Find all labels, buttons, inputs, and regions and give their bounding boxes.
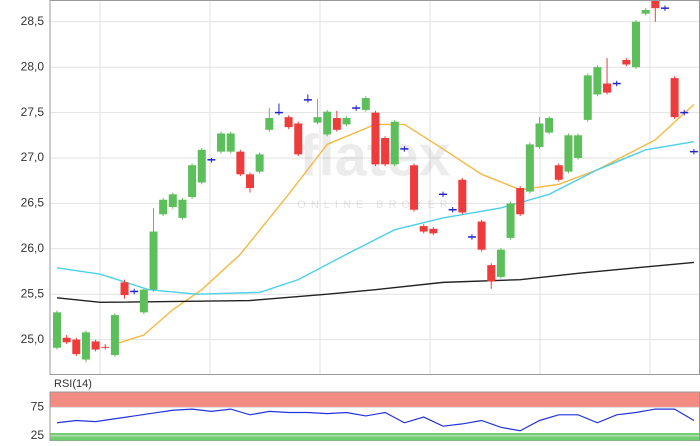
candle-body	[535, 123, 544, 148]
y-tick-label: 28,0	[21, 59, 45, 73]
candle-body	[265, 118, 274, 130]
candle-body	[574, 135, 583, 158]
candle-body	[564, 135, 573, 172]
candle-body	[81, 332, 90, 360]
candle-body	[622, 59, 631, 65]
y-tick-label: 26,5	[21, 196, 45, 210]
candle-body	[139, 289, 148, 313]
candle-body	[294, 123, 303, 155]
y-tick-label: 26,0	[21, 241, 45, 255]
candle-body	[62, 337, 71, 343]
candle-body	[284, 117, 293, 128]
y-tick-label: 28,5	[21, 14, 45, 28]
candle-body	[381, 138, 390, 165]
candle-body	[410, 165, 419, 210]
candle-body	[159, 199, 168, 215]
y-tick-label: 27,0	[21, 150, 45, 164]
watermark-sub: ONLINE BROKER	[297, 199, 452, 211]
y-tick-label: 25	[31, 428, 45, 441]
candle-body	[525, 144, 534, 192]
moving-average	[56, 140, 695, 295]
candle-body	[236, 151, 245, 175]
candle-body	[583, 75, 592, 120]
candle-body	[496, 249, 505, 277]
candle-body	[487, 265, 496, 282]
candle-body	[554, 165, 563, 180]
y-tick-label: 25,0	[21, 332, 45, 346]
candle-body	[53, 312, 61, 348]
candle-body	[255, 154, 264, 172]
panel-title: RSI(14)	[54, 378, 92, 390]
candle-body	[246, 174, 254, 188]
candle-body	[632, 21, 640, 68]
oversold-band	[50, 433, 700, 441]
candle-body	[477, 221, 486, 250]
candle-body	[670, 78, 679, 118]
y-tick-label: 25,5	[21, 286, 45, 300]
candle-body	[419, 226, 428, 232]
moving-average	[56, 261, 694, 304]
candle-body	[120, 282, 129, 296]
candle-body	[342, 118, 351, 125]
overbought-band	[50, 392, 700, 408]
candle-body	[178, 199, 187, 218]
candle-body	[101, 346, 110, 348]
candle-body	[641, 9, 650, 14]
candle-body	[188, 165, 197, 198]
candle-body	[323, 111, 332, 135]
candle-body	[197, 149, 206, 183]
rsi-line	[56, 408, 695, 432]
y-tick-label: 75	[31, 400, 45, 414]
candle-body	[110, 315, 119, 356]
candle-body	[603, 83, 612, 93]
moving-average	[114, 103, 695, 345]
candle-body	[313, 117, 322, 123]
candle-body	[516, 187, 525, 215]
candle-body	[217, 133, 226, 152]
candle-body	[361, 98, 370, 110]
candle-body	[149, 231, 158, 290]
y-tick-label: 27,5	[21, 105, 45, 119]
candle-body	[593, 67, 602, 95]
candle-body	[506, 203, 515, 238]
candle-body	[226, 133, 235, 152]
candle-body	[429, 228, 438, 234]
candle-body	[371, 112, 380, 165]
candle-body	[545, 118, 554, 133]
candle-body	[72, 339, 81, 355]
candle-body	[168, 194, 177, 208]
candle-body	[390, 121, 399, 165]
candle-body	[458, 179, 467, 213]
candle-body	[651, 0, 660, 9]
candle-body	[332, 118, 341, 130]
candle-body	[91, 341, 100, 350]
